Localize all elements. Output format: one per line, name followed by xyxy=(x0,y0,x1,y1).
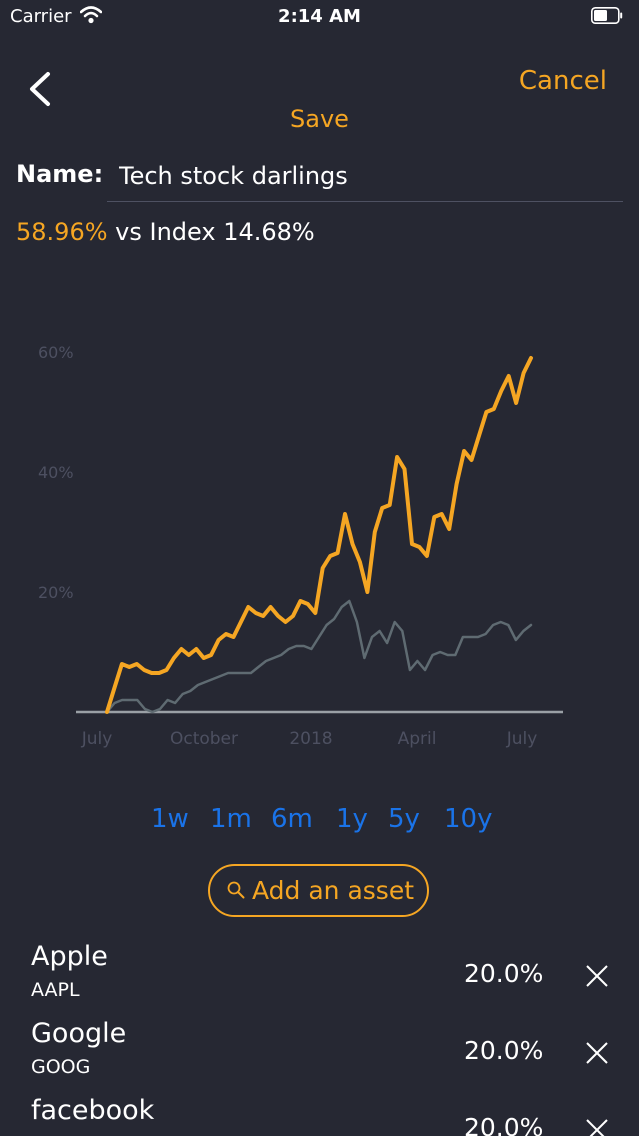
asset-ticker: AAPL xyxy=(31,979,80,1001)
close-icon xyxy=(586,965,608,987)
range-tab-1w[interactable]: 1w xyxy=(151,804,189,834)
performance-summary: 58.96% vs Index 14.68% xyxy=(16,218,315,246)
x-tick-label: July xyxy=(81,729,113,749)
status-time: 2:14 AM xyxy=(278,6,361,27)
add-asset-label: Add an asset xyxy=(252,876,415,905)
asset-weight[interactable]: 20.0% xyxy=(464,1036,544,1065)
cancel-button[interactable]: Cancel xyxy=(518,66,607,96)
portfolio-name-input[interactable] xyxy=(107,150,623,202)
asset-row: facebook 20.0% xyxy=(0,1090,639,1136)
y-tick-label: 20% xyxy=(38,583,74,602)
y-tick-label: 40% xyxy=(38,463,74,482)
name-label: Name: xyxy=(16,160,104,188)
close-icon xyxy=(586,1042,608,1064)
index-return: 14.68% xyxy=(223,218,315,246)
asset-name: Apple xyxy=(31,941,108,972)
remove-asset-button[interactable] xyxy=(584,1040,610,1066)
range-tab-1y[interactable]: 1y xyxy=(336,804,368,834)
carrier-label: Carrier xyxy=(10,6,72,27)
asset-row: Google GOOG 20.0% xyxy=(0,1013,639,1091)
y-tick-label: 60% xyxy=(38,343,74,362)
remove-asset-button[interactable] xyxy=(584,963,610,989)
status-bar: Carrier 2:14 AM xyxy=(0,0,639,34)
back-button[interactable] xyxy=(22,66,62,110)
battery-icon xyxy=(591,7,623,24)
remove-asset-button[interactable] xyxy=(584,1117,610,1136)
asset-ticker: GOOG xyxy=(31,1056,91,1078)
asset-list[interactable]: Apple AAPL 20.0% Google GOOG 20.0% faceb… xyxy=(0,936,639,1136)
x-tick-label: 2018 xyxy=(289,729,332,749)
vs-index-label: vs Index xyxy=(115,218,216,246)
range-tabs: 1w 1m 6m 1y 5y 10y xyxy=(0,804,639,838)
range-tab-10y[interactable]: 10y xyxy=(444,804,493,834)
asset-row: Apple AAPL 20.0% xyxy=(0,936,639,1014)
x-tick-label: July xyxy=(506,729,538,749)
asset-weight[interactable]: 20.0% xyxy=(464,959,544,988)
performance-chart: 60% 40% 20% July October 2018 April July xyxy=(38,343,563,749)
chevron-left-icon xyxy=(30,72,50,106)
x-tick-label: October xyxy=(170,729,238,749)
search-icon xyxy=(227,881,245,899)
x-tick-label: April xyxy=(398,729,437,749)
wifi-icon xyxy=(80,6,102,24)
range-tab-1m[interactable]: 1m xyxy=(210,804,252,834)
range-tab-6m[interactable]: 6m xyxy=(271,804,313,834)
portfolio-return: 58.96% xyxy=(16,218,108,246)
portfolio-series-line xyxy=(105,356,533,714)
asset-weight[interactable]: 20.0% xyxy=(464,1113,544,1136)
save-button[interactable]: Save xyxy=(290,105,349,133)
range-tab-5y[interactable]: 5y xyxy=(388,804,420,834)
asset-name: facebook xyxy=(31,1095,155,1126)
close-icon xyxy=(586,1119,608,1136)
add-asset-button[interactable]: Add an asset xyxy=(208,864,429,917)
asset-name: Google xyxy=(31,1018,127,1049)
index-series-line xyxy=(105,599,533,714)
